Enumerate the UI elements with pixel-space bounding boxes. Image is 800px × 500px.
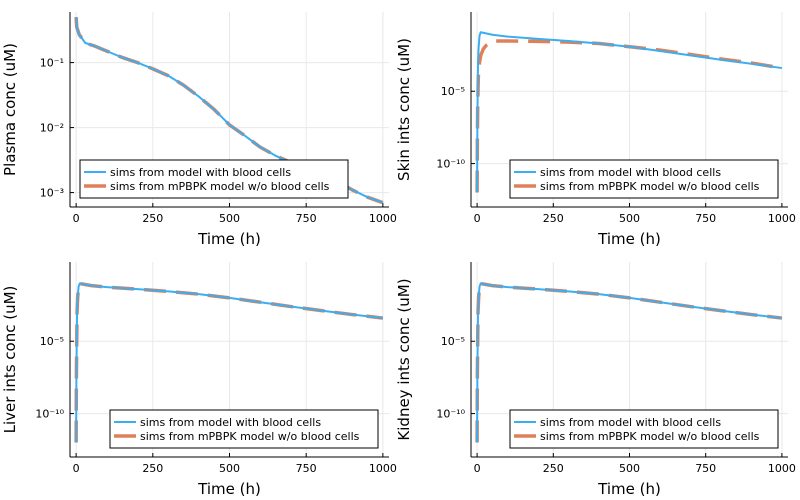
x-axis-label: Time (h) [197, 480, 261, 498]
x-tick-label: 250 [543, 212, 564, 225]
y-axis-label: Liver ints conc (uM) [1, 286, 19, 434]
series-line-with-blood-cells [75, 282, 383, 443]
panel-kidney: 0 250 500 750 1000 10⁻¹⁰ 10⁻⁵ Time (h) Kidney in… [395, 262, 796, 498]
y-tick-label: 10⁻¹ [40, 57, 64, 70]
panel-plasma: 0 250 500 750 1000 10⁻³ 10⁻² 10⁻¹ Time (h) Plasma… [1, 12, 397, 248]
x-axis-label: Time (h) [597, 480, 661, 498]
series-line-with-blood-cells [476, 282, 783, 443]
x-tick-label: 250 [142, 462, 163, 475]
x-tick-label: 0 [474, 212, 481, 225]
y-axis-label: Skin ints conc (uM) [395, 38, 413, 181]
x-tick-label: 750 [296, 462, 317, 475]
x-tick-label: 0 [73, 462, 80, 475]
y-tick-label: 10⁻² [40, 122, 64, 135]
y-axis-label: Kidney ints conc (uM) [395, 278, 413, 440]
legend-label: sims from mPBPK model w/o blood cells [110, 180, 330, 193]
x-axis-label: Time (h) [597, 230, 661, 248]
x-tick-label: 1000 [768, 462, 796, 475]
legend-label: sims from model with blood cells [540, 166, 721, 179]
y-tick-label: 10⁻¹⁰ [436, 408, 465, 421]
x-tick-label: 250 [142, 212, 163, 225]
x-axis-label: Time (h) [197, 230, 261, 248]
x-tick-label: 1000 [768, 212, 796, 225]
x-tick-label: 500 [219, 212, 240, 225]
x-tick-label: 500 [619, 462, 640, 475]
series-line-with-blood-cells [476, 31, 783, 193]
x-tick-label: 500 [219, 462, 240, 475]
x-tick-label: 1000 [369, 462, 397, 475]
y-axis-label: Plasma conc (uM) [1, 43, 19, 176]
legend-box [109, 409, 379, 449]
legend-label: sims from mPBPK model w/o blood cells [540, 430, 760, 443]
y-tick-label: 10⁻⁵ [441, 335, 465, 348]
x-tick-label: 750 [695, 212, 716, 225]
x-tick-label: 0 [73, 212, 80, 225]
panel-skin: 0 250 500 750 1000 10⁻¹⁰ 10⁻⁵ Time (h) Skin ints… [395, 12, 796, 248]
x-tick-label: 1000 [369, 212, 397, 225]
legend-box [79, 159, 349, 199]
x-tick-label: 500 [619, 212, 640, 225]
x-tick-label: 750 [296, 212, 317, 225]
panel-liver: 0 250 500 750 1000 10⁻¹⁰ 10⁻⁵ Time (h) Liver int… [1, 262, 397, 498]
y-tick-label: 10⁻³ [40, 187, 64, 200]
legend-label: sims from mPBPK model w/o blood cells [540, 180, 760, 193]
legend-label: sims from mPBPK model w/o blood cells [140, 430, 360, 443]
x-tick-label: 0 [474, 462, 481, 475]
legend-box [509, 409, 779, 449]
x-tick-label: 750 [695, 462, 716, 475]
legend-label: sims from model with blood cells [540, 416, 721, 429]
legend-box [509, 159, 779, 199]
y-tick-label: 10⁻⁵ [441, 85, 465, 98]
y-tick-label: 10⁻¹⁰ [436, 158, 465, 171]
y-tick-label: 10⁻⁵ [40, 335, 64, 348]
legend-label: sims from model with blood cells [140, 416, 321, 429]
y-tick-label: 10⁻¹⁰ [35, 408, 64, 421]
legend-label: sims from model with blood cells [110, 166, 291, 179]
x-tick-label: 250 [543, 462, 564, 475]
